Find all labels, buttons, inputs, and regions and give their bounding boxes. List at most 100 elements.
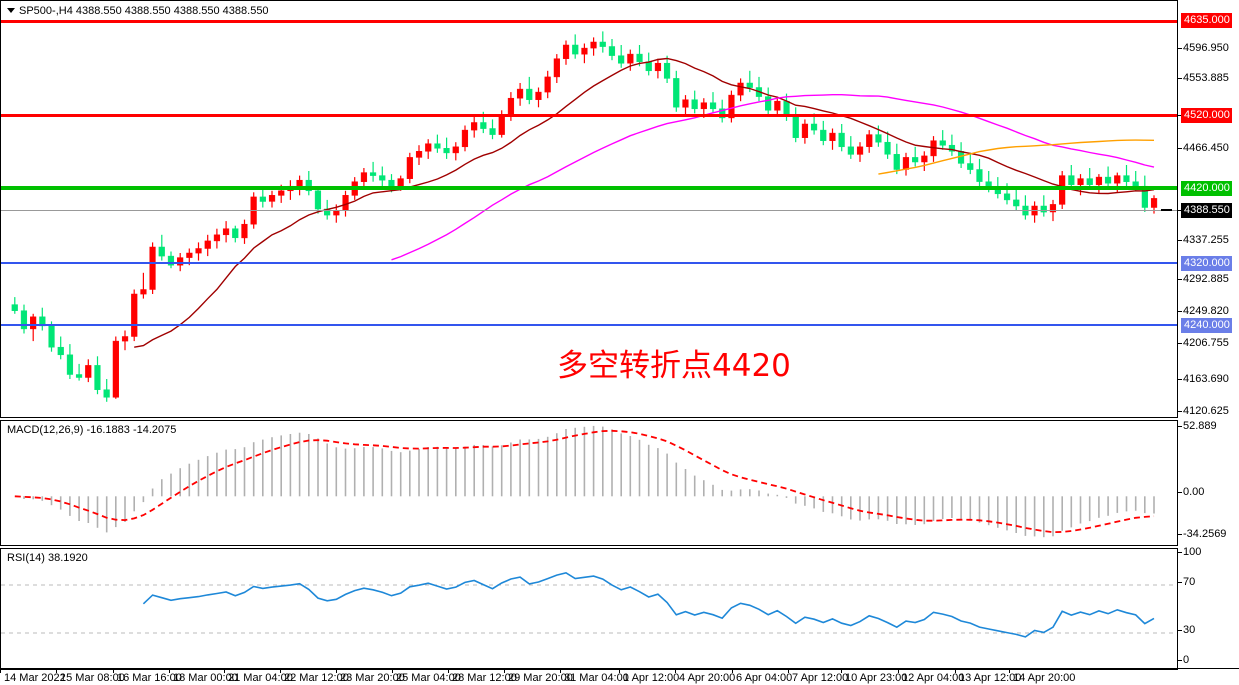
- price-tag-4320[interactable]: 4320.000: [1181, 256, 1232, 271]
- price-tag-4520[interactable]: 4520.000: [1181, 108, 1232, 123]
- rsi-scale: 100 70 30 0: [1178, 546, 1239, 670]
- price-tick-label: 4163.690: [1183, 373, 1229, 385]
- symbol-legend: SP500-,H4 4388.550 4388.550 4388.550 438…: [7, 5, 269, 17]
- rsi-tick-label: 100: [1183, 546, 1202, 558]
- macd-tick-mark: [1178, 492, 1182, 493]
- candlestick-series: [11, 31, 1158, 402]
- time-axis-label: 18 Mar 00:00: [173, 672, 238, 684]
- macd-plot-area: [1, 421, 1177, 545]
- time-axis-label: 13 Apr 12:00: [959, 672, 1022, 684]
- rsi-plot-area: [1, 549, 1177, 669]
- level-line-4420: [1, 186, 1177, 190]
- price-tick-mark: [1178, 379, 1182, 380]
- level-line-4240: [1, 324, 1177, 326]
- macd-tick-label: -34.2569: [1183, 528, 1227, 540]
- price-plot-area: [1, 1, 1177, 417]
- price-tick-label: 4206.755: [1183, 337, 1229, 349]
- price-tick-label: 4337.255: [1183, 234, 1229, 246]
- rsi-tick-mark: [1178, 552, 1182, 553]
- time-axis-label: 4 Apr 20:00: [679, 672, 736, 684]
- time-tick: [841, 669, 842, 673]
- time-tick: [732, 669, 733, 673]
- price-tick-mark: [1178, 78, 1182, 79]
- time-axis-label: 25 Mar 04:00: [396, 672, 461, 684]
- price-panel: 多空转折点4420 SP500-,H4 4388.550 4388.550 43…: [0, 0, 1178, 418]
- time-axis-label: 29 Mar 20:00: [508, 672, 573, 684]
- rsi-tick-label: 0: [1183, 654, 1190, 666]
- price-tick-label: 4466.450: [1183, 142, 1229, 154]
- time-axis-label: 6 Apr 04:00: [736, 672, 793, 684]
- rsi-panel: RSI(14) 38.1920: [0, 548, 1178, 670]
- price-tick-label: 4292.885: [1183, 273, 1229, 285]
- time-tick: [113, 669, 114, 673]
- price-tick-label: 4553.885: [1183, 72, 1229, 84]
- price-tick-mark: [1178, 48, 1182, 49]
- time-tick: [336, 669, 337, 673]
- time-tick: [898, 669, 899, 673]
- level-line-4635: [1, 20, 1177, 23]
- price-tick-mark: [1178, 115, 1182, 116]
- time-axis-label: 23 Mar 20:00: [340, 672, 405, 684]
- price-tag-4420[interactable]: 4420.000: [1181, 181, 1232, 196]
- price-tag-4635[interactable]: 4635.000: [1181, 13, 1232, 28]
- chart-annotation: 多空转折点4420: [557, 348, 791, 384]
- price-tick-mark: [1178, 311, 1182, 312]
- time-axis-label: 21 Mar 04:00: [228, 672, 293, 684]
- rsi-tick-mark: [1178, 582, 1182, 583]
- chevron-down-icon[interactable]: [7, 7, 15, 13]
- time-axis-label: 10 Apr 23:00: [845, 672, 908, 684]
- level-line-4520: [1, 114, 1177, 117]
- macd-series: [14, 425, 1155, 538]
- time-tick: [169, 669, 170, 673]
- rsi-series: [1, 571, 1177, 638]
- time-tick: [0, 669, 1, 673]
- macd-scale: 52.889 0.00 -34.2569: [1178, 420, 1239, 546]
- time-tick: [1009, 669, 1010, 673]
- price-scale[interactable]: 4596.9504553.8854510.8204466.4504380.320…: [1178, 0, 1239, 418]
- price-tick-mark: [1178, 343, 1182, 344]
- time-tick: [392, 669, 393, 673]
- time-tick: [955, 669, 956, 673]
- time-tick: [224, 669, 225, 673]
- rsi-tick-mark: [1178, 630, 1182, 631]
- time-tick: [56, 669, 57, 673]
- macd-tick-mark: [1178, 534, 1182, 535]
- time-axis-label: 16 Mar 16:00: [117, 672, 182, 684]
- symbol-legend-text: SP500-,H4 4388.550 4388.550 4388.550 438…: [19, 5, 269, 17]
- price-tick-mark: [1178, 210, 1182, 211]
- time-axis-label: 14 Apr 20:00: [1013, 672, 1076, 684]
- time-tick: [675, 669, 676, 673]
- price-tick-mark: [1178, 240, 1182, 241]
- time-axis-label: 31 Mar 04:00: [564, 672, 629, 684]
- time-axis-label: 14 Mar 2022: [4, 672, 66, 684]
- time-tick: [448, 669, 449, 673]
- time-axis-label: 12 Apr 04:00: [902, 672, 965, 684]
- price-tag-4240[interactable]: 4240.000: [1181, 318, 1232, 333]
- time-axis-label: 1 Apr 12:00: [623, 672, 680, 684]
- price-tick-label: 4249.820: [1183, 305, 1229, 317]
- price-tick-mark: [1178, 279, 1182, 280]
- macd-tick-label: 52.889: [1183, 420, 1217, 432]
- price-tick-label: 4596.950: [1183, 42, 1229, 54]
- time-tick: [619, 669, 620, 673]
- price-tick-mark: [1178, 148, 1182, 149]
- rsi-tick-label: 30: [1183, 624, 1196, 636]
- level-line-4320: [1, 262, 1177, 264]
- price-tag-4388[interactable]: 4388.550: [1181, 203, 1232, 218]
- time-axis-label: 28 Mar 12:00: [452, 672, 517, 684]
- time-tick: [504, 669, 505, 673]
- time-axis-label: 15 Mar 08:00: [60, 672, 125, 684]
- last-price-marker: [1161, 209, 1172, 211]
- price-tick-label: 4120.625: [1183, 405, 1229, 417]
- time-axis-label: 7 Apr 12:00: [792, 672, 849, 684]
- rsi-tick-label: 70: [1183, 576, 1196, 588]
- time-axis: 14 Mar 2022 15 Mar 08:00 16 Mar 16:00 18 Ma…: [0, 668, 1239, 685]
- macd-tick-mark: [1178, 426, 1182, 427]
- time-axis-label: 22 Mar 12:00: [284, 672, 349, 684]
- time-tick: [280, 669, 281, 673]
- macd-tick-label: 0.00: [1183, 486, 1205, 498]
- time-tick: [560, 669, 561, 673]
- current-price-line: [1, 210, 1177, 211]
- price-tick-mark: [1178, 411, 1182, 412]
